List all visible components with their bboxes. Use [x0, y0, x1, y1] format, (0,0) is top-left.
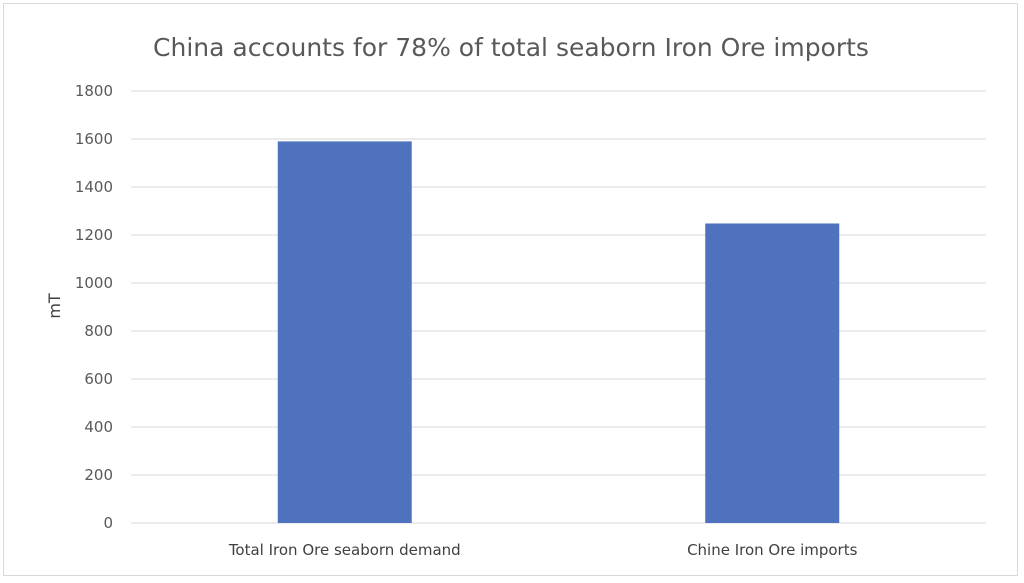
bars	[277, 141, 840, 524]
y-tick-label: 200	[84, 466, 113, 484]
chart-frame	[3, 3, 1018, 576]
chart-title: China accounts for 78% of total seaborn …	[153, 33, 869, 62]
y-axis-label: mT	[45, 293, 64, 319]
y-tick-label: 1000	[75, 274, 113, 292]
x-category-label: Chine Iron Ore imports	[687, 541, 858, 559]
x-axis-categories: Total Iron Ore seaborn demand Chine Iron …	[228, 541, 858, 559]
gridlines	[131, 90, 986, 524]
x-category-label: Total Iron Ore seaborn demand	[228, 541, 461, 559]
y-tick-label: 800	[84, 322, 113, 340]
bar	[277, 141, 412, 523]
y-tick-label: 0	[103, 514, 113, 532]
y-tick-label: 1200	[75, 226, 113, 244]
y-axis-ticks: 0 200 400 600 800 1000 1200 1400 1600 1800	[75, 82, 113, 532]
bar	[705, 223, 840, 524]
y-tick-label: 600	[84, 370, 113, 388]
y-tick-label: 1400	[75, 178, 113, 196]
y-tick-label: 400	[84, 418, 113, 436]
y-tick-label: 1800	[75, 82, 113, 100]
y-tick-label: 1600	[75, 130, 113, 148]
